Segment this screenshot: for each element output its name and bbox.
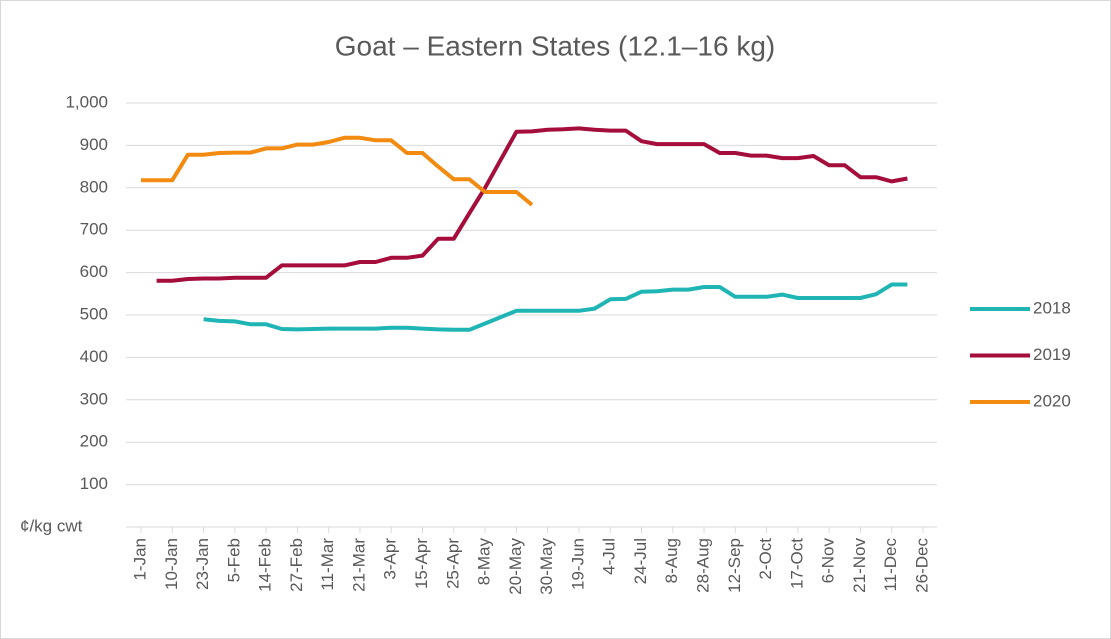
x-tick-label: 8-May [475, 538, 494, 586]
legend-label: 2018 [1033, 298, 1071, 317]
y-tick-label: 300 [80, 389, 108, 408]
x-tick-label: 4-Jul [600, 538, 619, 575]
x-tick-label: 19-Jun [568, 538, 587, 590]
x-tick-label: 20-May [506, 538, 525, 595]
x-tick-label: 23-Jan [193, 538, 212, 590]
series-line [141, 135, 534, 207]
y-tick-label: 700 [80, 220, 108, 239]
x-tick-label: 3-Apr [381, 538, 400, 580]
y-tick-label: 1,000 [65, 92, 108, 111]
x-tick-label: 2-Oct [756, 538, 775, 580]
chart-title: Goat – Eastern States (12.1–16 kg) [335, 30, 775, 61]
y-tick-label: 900 [80, 135, 108, 154]
x-tick-label: 28-Aug [694, 538, 713, 593]
x-tick-label: 10-Jan [162, 538, 181, 590]
y-tick-label: 600 [80, 262, 108, 281]
y-tick-label: 200 [80, 432, 108, 451]
series-line [156, 126, 908, 283]
x-tick-label: 17-Oct [787, 538, 806, 589]
x-tick-label: 24-Jul [631, 538, 650, 584]
y-tick-label: 100 [80, 474, 108, 493]
x-tick-label: 11-Dec [881, 538, 900, 592]
x-tick-label: 14-Feb [256, 538, 275, 592]
x-tick-label: 25-Apr [443, 538, 462, 589]
legend-label: 2020 [1033, 391, 1071, 410]
x-tick-label: 30-May [537, 538, 556, 595]
x-tick-label: 15-Apr [412, 538, 431, 589]
y-tick-label: 400 [80, 347, 108, 366]
x-tick-label: 6-Nov [819, 538, 838, 584]
x-tick-label: 26-Dec [912, 538, 931, 593]
legend-label: 2019 [1033, 345, 1071, 364]
x-tick-label: 11-Mar [318, 538, 337, 591]
series-line [203, 282, 908, 332]
x-tick-label: 27-Feb [287, 538, 306, 592]
x-tick-label: 5-Feb [224, 538, 243, 582]
y-tick-label: 500 [80, 304, 108, 323]
y-tick-label: 800 [80, 177, 108, 196]
x-tick-label: 8-Aug [662, 538, 681, 583]
x-tick-label: 21-Nov [850, 538, 869, 593]
x-tick-label: 21-Mar [349, 538, 368, 592]
x-tick-label: 12-Sep [725, 538, 744, 593]
y-axis-label: ¢/kg cwt [20, 516, 83, 535]
x-tick-label: 1-Jan [130, 538, 149, 581]
